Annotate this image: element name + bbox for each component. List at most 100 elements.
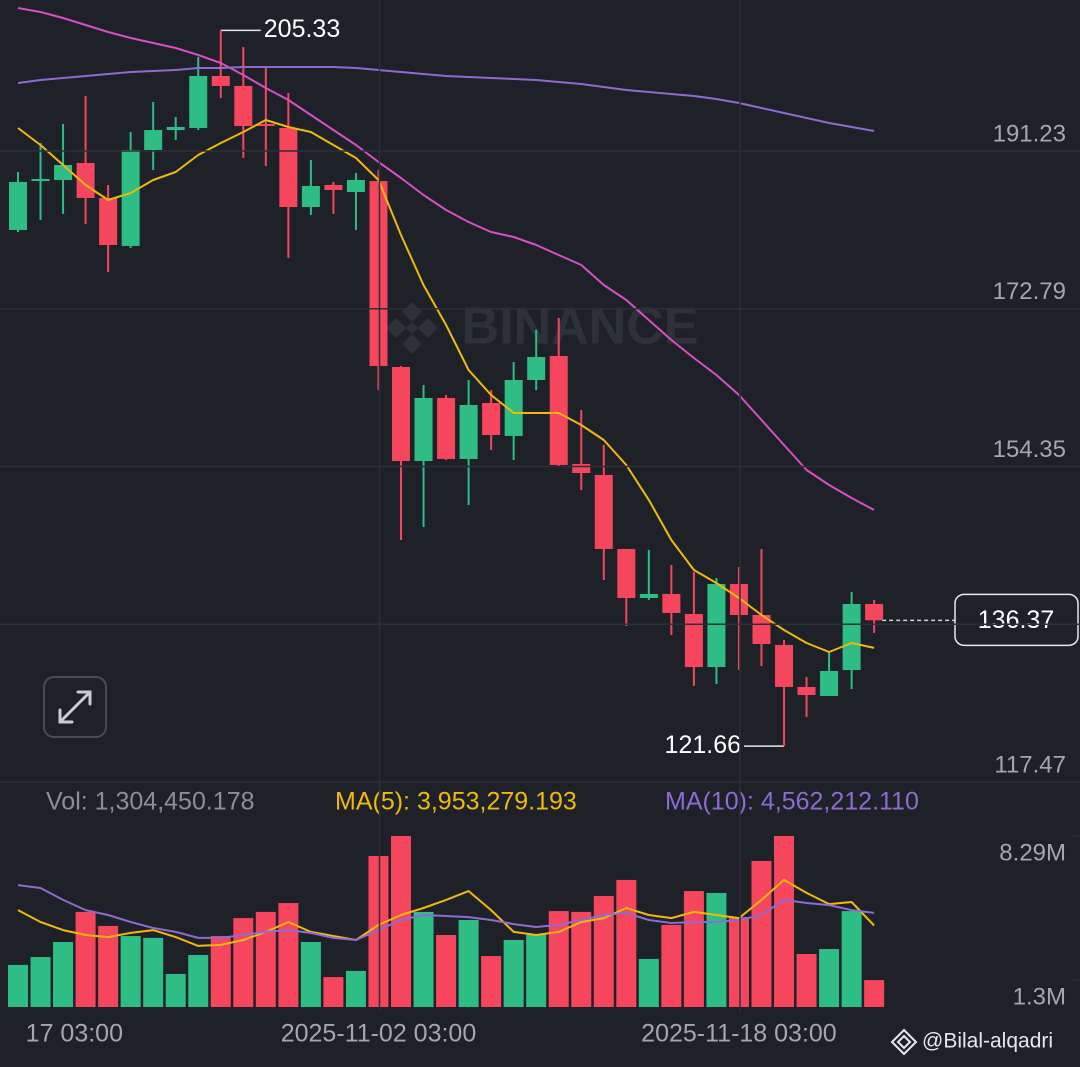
volume-bar <box>774 836 795 1007</box>
volume-bar <box>503 939 524 1007</box>
volume-bar <box>526 933 547 1007</box>
volume-bar <box>436 935 457 1007</box>
volume-legend: MA(10): 4,562,212.110 <box>665 788 919 816</box>
candle-body <box>729 583 748 616</box>
volume-bar <box>53 942 74 1007</box>
candle-body <box>301 185 320 208</box>
ma-line <box>17 66 875 132</box>
volume-tick-label: 8.29M <box>999 839 1066 866</box>
volume-bar <box>165 973 186 1007</box>
candle-body <box>797 686 816 695</box>
candle-body <box>639 593 658 598</box>
candle-body <box>752 615 771 645</box>
volume-bar <box>391 836 412 1007</box>
y-tick-label: 154.35 <box>993 436 1066 463</box>
candle-body <box>482 403 501 436</box>
candle-body <box>549 355 568 465</box>
grid <box>0 0 1080 1012</box>
candle-body <box>842 603 861 671</box>
volume-bar <box>278 903 299 1007</box>
candle-body <box>594 474 613 549</box>
candle-body <box>279 127 298 208</box>
candle-body <box>324 184 343 191</box>
volume-bar <box>143 937 164 1007</box>
volume-bar <box>683 891 704 1007</box>
expand-button[interactable] <box>43 676 107 738</box>
candle-body <box>504 380 523 436</box>
candle-body <box>234 85 253 127</box>
y-tick-label: 172.79 <box>993 278 1066 305</box>
candle-body <box>9 181 27 230</box>
volume-bar <box>120 936 141 1007</box>
volume-bar <box>616 879 637 1007</box>
candle-body <box>392 367 411 462</box>
y-tick-label: 117.47 <box>994 751 1066 778</box>
volume-bar <box>210 936 231 1007</box>
volume-bar <box>188 955 209 1007</box>
volume-bar <box>796 953 817 1007</box>
price-panel <box>9 7 884 747</box>
volume-bar <box>661 924 682 1007</box>
last-price-box <box>954 593 1079 647</box>
volume-bar <box>841 911 862 1007</box>
volume-tick-label: 1.3M <box>1013 984 1066 1011</box>
volume-bar <box>481 956 502 1007</box>
ma-line <box>17 7 875 511</box>
candle-body <box>775 644 794 687</box>
candle-body <box>144 130 163 150</box>
candle-body <box>459 404 478 459</box>
candle-body <box>617 548 636 598</box>
candle-body <box>369 181 388 366</box>
watermark: BINANCE <box>386 298 698 356</box>
candle-body <box>256 123 275 127</box>
candle-body <box>166 126 185 131</box>
watermark-text: BINANCE <box>462 298 699 356</box>
candle-body <box>662 593 681 613</box>
volume-panel <box>8 836 885 1007</box>
volume-bar <box>728 917 749 1007</box>
last-price-label: 136.37 <box>978 606 1054 634</box>
volume-bar <box>819 949 840 1007</box>
low-label: 121.66 <box>665 731 741 759</box>
credit: @Bilal-alqadri <box>890 1028 1053 1056</box>
candle-body <box>527 356 546 381</box>
volume-bar <box>345 970 366 1007</box>
ma-line <box>17 119 875 653</box>
volume-bar <box>323 977 344 1007</box>
volume-bar <box>593 896 614 1007</box>
x-tick-label: 17 03:00 <box>26 1020 123 1048</box>
candle-body <box>99 197 118 246</box>
volume-bar <box>233 918 254 1007</box>
volume-bar <box>864 980 885 1007</box>
candle-body <box>54 165 73 180</box>
candle-body <box>76 162 95 198</box>
volume-bar <box>8 964 28 1007</box>
candle-body <box>707 583 726 668</box>
volume-bar <box>548 911 569 1007</box>
volume-bar <box>368 856 389 1007</box>
volume-legend: Vol: 1,304,450.178 <box>46 788 255 816</box>
candle-body <box>684 613 703 668</box>
candle-body <box>121 149 140 246</box>
candle-body <box>346 179 365 192</box>
volume-bar <box>30 957 51 1007</box>
candle-body <box>211 75 230 86</box>
volume-bar <box>751 860 772 1007</box>
volume-bar <box>75 911 96 1007</box>
candle-body <box>865 603 884 621</box>
watermark-logo <box>386 302 438 354</box>
high-label: 205.33 <box>264 15 340 43</box>
x-tick-label: 2025-11-02 03:00 <box>281 1020 477 1048</box>
candle-body <box>572 464 591 473</box>
credit-icon <box>890 1028 918 1056</box>
candle-body <box>189 75 208 128</box>
volume-ma-line <box>17 878 875 947</box>
volume-bar <box>255 911 276 1007</box>
volume-bar <box>571 911 592 1007</box>
candle-body <box>820 670 839 697</box>
credit-text: @Bilal-alqadri <box>922 1030 1053 1053</box>
candle-body <box>414 397 433 462</box>
